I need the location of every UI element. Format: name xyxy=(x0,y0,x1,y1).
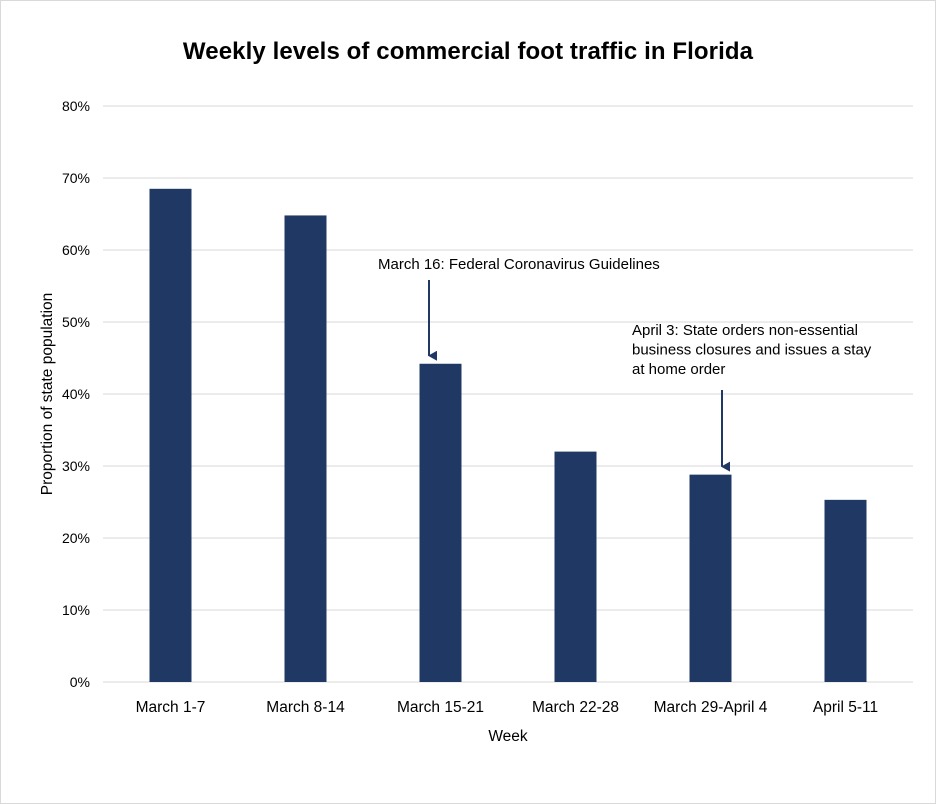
annotation-text: at home order xyxy=(632,361,725,378)
annotation-text: business closures and issues a stay xyxy=(632,342,872,359)
y-tick-label: 0% xyxy=(70,674,90,690)
annotation-text: April 3: State orders non-essential xyxy=(632,322,858,339)
x-tick-label: March 8-14 xyxy=(266,699,345,716)
y-tick-label: 80% xyxy=(62,98,90,114)
y-tick-label: 20% xyxy=(62,530,90,546)
annotation: April 3: State orders non-essential busin… xyxy=(632,322,872,472)
x-tick-label: March 22-28 xyxy=(532,699,619,716)
y-axis-label: Proportion of state population xyxy=(39,293,56,496)
annotations: March 16: Federal Coronavirus Guidelines… xyxy=(378,256,872,472)
bar xyxy=(824,499,867,682)
bar xyxy=(554,451,597,682)
gridlines xyxy=(103,105,913,683)
y-tick-label: 30% xyxy=(62,458,90,474)
bar xyxy=(419,363,462,682)
y-tick-label: 60% xyxy=(62,242,90,258)
bars xyxy=(149,188,867,683)
y-tick-label: 40% xyxy=(62,386,90,402)
x-tick-label: March 1-7 xyxy=(136,699,206,716)
bar xyxy=(689,474,732,682)
y-tick-label: 50% xyxy=(62,314,90,330)
x-tick-label: March 29-April 4 xyxy=(654,699,768,716)
y-axis-ticks: 0% 10% 20% 30% 40% 50% 60% 70% 80% xyxy=(62,98,90,690)
bar xyxy=(284,215,327,682)
x-axis-label: Week xyxy=(488,728,528,745)
y-tick-label: 70% xyxy=(62,170,90,186)
y-tick-label: 10% xyxy=(62,602,90,618)
bar xyxy=(149,188,192,683)
x-tick-label: April 5-11 xyxy=(813,699,878,716)
x-tick-label: March 15-21 xyxy=(397,699,484,716)
annotation-text: March 16: Federal Coronavirus Guidelines xyxy=(378,256,660,273)
chart-title: Weekly levels of commercial foot traffic… xyxy=(182,38,754,65)
annotation: March 16: Federal Coronavirus Guidelines xyxy=(378,256,660,361)
x-axis-ticks: March 1-7 March 8-14 March 15-21 March 22-2… xyxy=(136,699,878,716)
